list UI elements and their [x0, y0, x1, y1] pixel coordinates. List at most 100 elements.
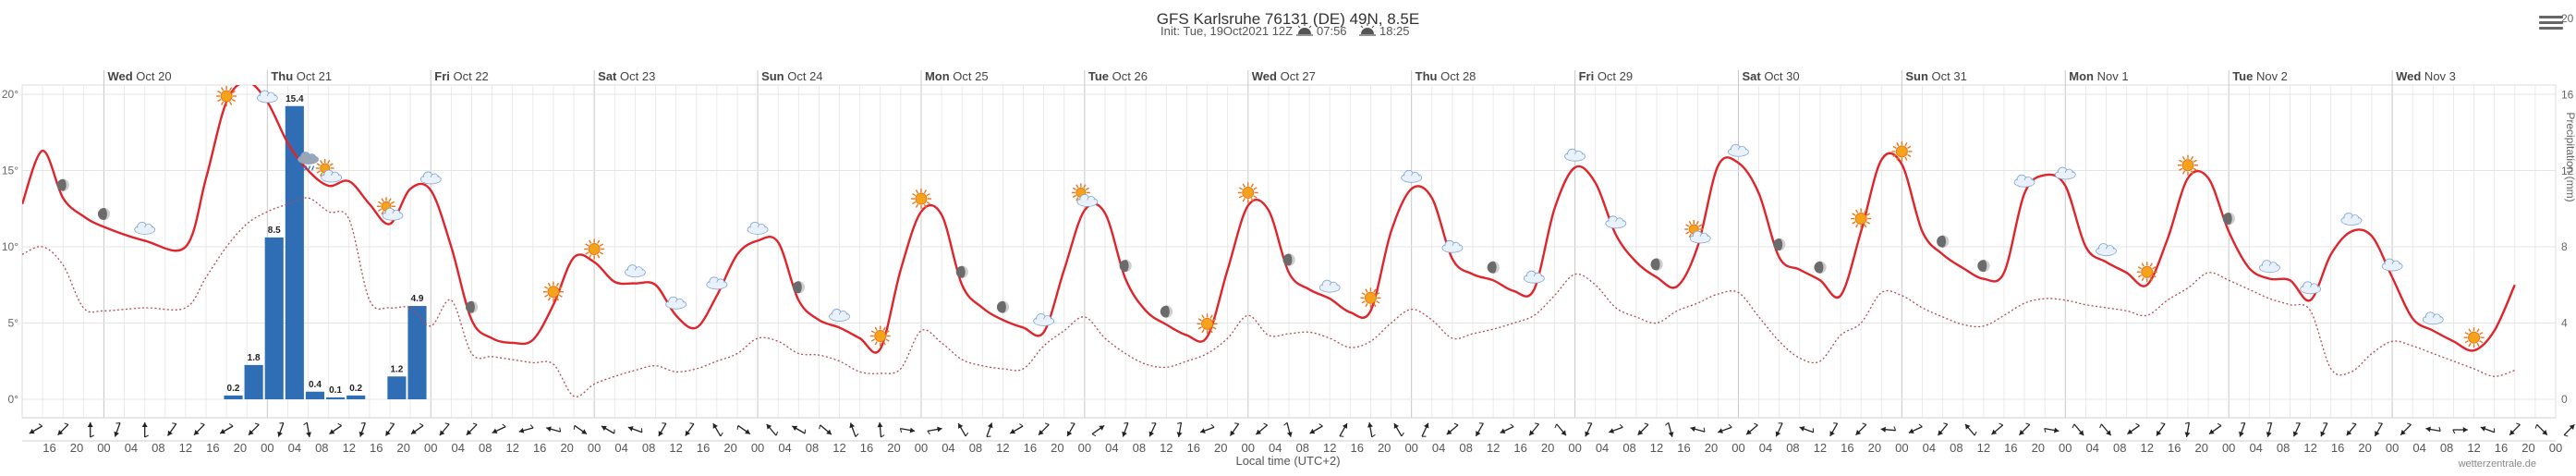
wind-arrow-icon	[2374, 422, 2383, 437]
hour-label: 16	[533, 441, 546, 455]
sun-ray	[217, 98, 222, 103]
moon-light	[1289, 253, 1295, 266]
sun-disc	[1364, 291, 1377, 304]
sun-ray	[320, 159, 323, 165]
hour-label: 20	[2521, 441, 2534, 455]
cloud-shape	[1403, 176, 1420, 181]
rain-cloud-icon	[298, 152, 319, 171]
wind-arrow-icon	[384, 422, 395, 436]
wind-arrow-barb	[881, 434, 885, 438]
wind-arrow-barb	[38, 423, 43, 427]
wind-arrow-barb	[144, 434, 149, 438]
wind-arrow-icon	[1393, 422, 1404, 437]
hour-label: 20	[1214, 441, 1227, 455]
wind-arrow-icon	[1690, 426, 1706, 433]
hour-label: 20	[234, 441, 247, 455]
day-label-dow: Thu	[271, 69, 293, 83]
precip-bar	[326, 397, 346, 399]
hour-label: 12	[343, 441, 356, 455]
hour-label: 20	[1378, 441, 1391, 455]
sun-ray	[1907, 145, 1912, 150]
cloud-shape	[2342, 218, 2360, 224]
hour-label: 12	[179, 441, 192, 455]
sunset-icon	[1359, 23, 1376, 36]
day-label: Thu Oct 21	[271, 69, 332, 83]
sun-ray	[1075, 197, 1079, 201]
wind-arrow-icon	[685, 422, 695, 436]
rain-drop	[300, 165, 304, 171]
sun-ray	[388, 198, 392, 202]
wind-arrow-head	[1286, 432, 1293, 437]
moon-icon	[955, 265, 968, 278]
precip-bar-label: 0.2	[227, 384, 240, 394]
moon-icon	[465, 300, 478, 313]
wind-arrow-barb	[1754, 422, 1758, 426]
wind-arrow-barb	[1371, 433, 1376, 438]
hour-label: 20	[887, 441, 900, 455]
dewpoint-line	[22, 197, 2515, 397]
menu-icon[interactable]	[2539, 13, 2563, 33]
wind-arrow-head	[1718, 428, 1723, 433]
precip-bar	[407, 306, 427, 399]
wind-arrow-barb	[1019, 423, 1024, 427]
wind-arrow-icon	[2156, 422, 2166, 436]
wind-arrow-icon	[1964, 423, 1977, 436]
wind-arrow-barb	[2377, 422, 2383, 424]
hour-label: 16	[2495, 441, 2508, 455]
sun-ray	[597, 239, 601, 244]
wind-arrow-barb	[1644, 422, 1649, 425]
wind-arrow-icon	[2400, 422, 2412, 436]
cloud-shape	[384, 214, 402, 219]
hour-label: 08	[806, 441, 819, 455]
sun-ray	[2149, 262, 2153, 267]
wind-arrow-head	[1668, 432, 1674, 437]
wind-arrow-head	[1938, 430, 1943, 436]
wind-arrow-head	[685, 430, 691, 436]
sun-ray	[2190, 170, 2194, 175]
day-label: Wed Oct 20	[107, 69, 171, 83]
wind-arrow-head	[492, 428, 498, 433]
cloud-shape	[2424, 317, 2442, 323]
wind-arrow-head	[2292, 431, 2299, 437]
wind-arrow-head	[546, 426, 552, 433]
hour-labels: 16 20 00 04 08 12 16 20 00 04 08 12 16 20 00 04 08 12 16 20…	[43, 441, 2562, 455]
wind-arrow-icon	[601, 425, 615, 434]
moon-icon	[1977, 260, 1990, 273]
day-label-dow: Sat	[598, 69, 617, 83]
hour-label: 16	[860, 441, 873, 455]
hour-label: 08	[1786, 441, 1799, 455]
sun-ray	[1365, 288, 1368, 293]
sun-ray	[217, 90, 222, 94]
hour-label: 00	[2059, 441, 2072, 455]
day-labels: Wed Oct 20 Thu Oct 21 Fri Oct 22 Sat Oct 23…	[103, 69, 2456, 85]
hour-label: 16	[1024, 441, 1037, 455]
wind-arrow-icon	[1255, 422, 1269, 435]
cloud-shape	[2302, 287, 2319, 292]
hour-label: 08	[2440, 441, 2453, 455]
sun-ray	[1685, 231, 1690, 235]
cloud-shape	[2057, 173, 2074, 177]
sun-ray	[544, 286, 549, 289]
wind-arrow-barb	[1862, 422, 1866, 425]
precipitation-bars: 0.2 1.8 8.5 15.4 0.4 0.1 0.2 1.2 4.9	[224, 94, 427, 399]
wind-arrow-barb	[689, 422, 695, 424]
sun-ray	[1852, 213, 1856, 216]
wind-arrow-icon	[410, 422, 424, 435]
moon-icon	[1119, 260, 1132, 273]
wind-arrow-icon	[57, 422, 69, 436]
sun-ray	[585, 243, 589, 247]
wind-arrow-icon	[1421, 422, 1429, 437]
wind-arrow-head	[2346, 430, 2352, 436]
wind-arrow-head	[1230, 430, 1235, 436]
wind-arrow-barb	[1974, 431, 1977, 436]
sun-ray	[2476, 342, 2480, 348]
hour-label: 08	[1950, 441, 1962, 455]
wind-arrow-barb	[2516, 422, 2521, 425]
cloud-shape	[1525, 276, 1543, 282]
wind-arrow-barb	[1535, 422, 1539, 425]
wind-arrow-head	[1529, 430, 1535, 436]
sun-ray	[2190, 155, 2194, 161]
wind-arrow-head	[1200, 428, 1206, 433]
wind-arrow-icon	[2099, 423, 2112, 436]
hour-label: 04	[614, 441, 627, 455]
